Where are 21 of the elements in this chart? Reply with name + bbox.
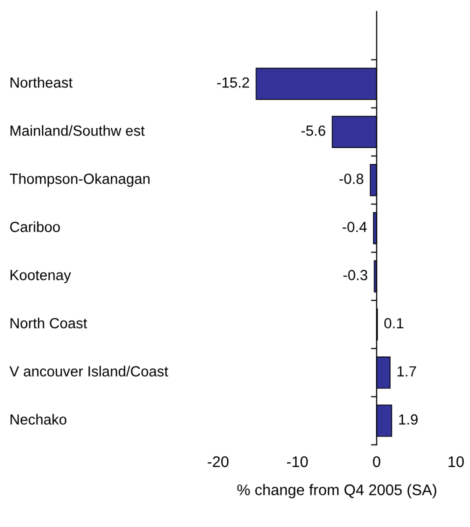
- y-tick-label: V ancouver Island/Coast: [9, 366, 168, 377]
- y-tick-label: Nechako: [10, 414, 66, 425]
- x-tick-label: -10: [286, 456, 308, 468]
- data-label: -5.6: [301, 126, 326, 136]
- data-label: 1.9: [399, 414, 418, 425]
- y-tick-label: North Coast: [10, 318, 88, 328]
- x-tick-label: -20: [208, 456, 229, 468]
- data-label: -0.4: [342, 222, 367, 232]
- x-tick-label: 10: [448, 456, 464, 468]
- data-label: 0.1: [384, 318, 404, 328]
- y-tick-label: Kootenay: [10, 270, 71, 284]
- y-tick-label: Thompson-Okanagan: [10, 173, 150, 187]
- data-label: -0.3: [343, 270, 368, 280]
- x-tick-label: 0: [372, 456, 380, 468]
- data-label: -15.2: [217, 77, 250, 88]
- data-label: -0.8: [339, 174, 364, 184]
- x-axis-title: % change from Q4 2005 (SA): [237, 484, 436, 498]
- y-tick-label: Cariboo: [10, 221, 60, 232]
- y-tick-label: Mainland/Southw est: [10, 125, 145, 136]
- y-tick-label: Northeast: [10, 76, 73, 88]
- data-label: 1.7: [398, 366, 416, 376]
